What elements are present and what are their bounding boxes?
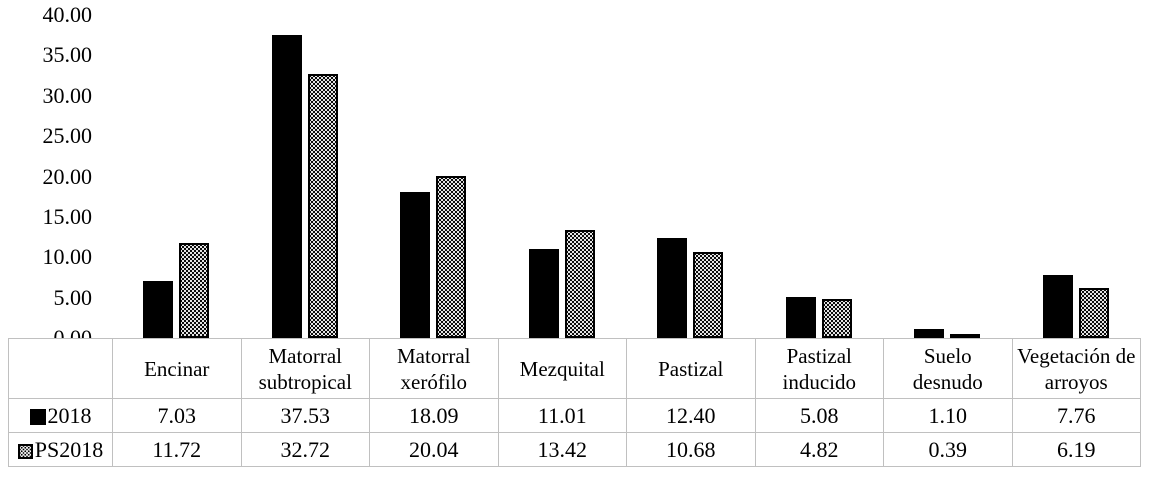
bar-2018-mezquital (529, 249, 559, 338)
bar-2018-pastizal-inducido (786, 297, 816, 338)
pattern-swatch-icon (17, 443, 33, 459)
y-tick-label-35.00: 35.00 (42, 42, 93, 68)
bar-ps2018-matorral-xerofilo (436, 176, 466, 338)
y-tick-label-30.00: 30.00 (42, 82, 93, 108)
y-tick-label-5.00: 5.00 (53, 284, 93, 310)
bar-2018-pastizal (657, 238, 687, 338)
bar-2018-vegetacion-de-arroyos (1043, 275, 1073, 338)
bar-2018-encinar (143, 281, 173, 338)
table-row-2018: 2018 7.03 37.53 18.09 11.01 12.40 5.08 1.10 7.76 (8, 398, 1141, 433)
value-ps2018-matorral-xerofilo: 20.04 (369, 432, 499, 467)
bar-ps2018-vegetacion-de-arroyos (1079, 288, 1109, 338)
value-2018-matorral-xerofilo: 18.09 (369, 398, 499, 433)
bar-2018-suelo-desnudo (914, 329, 944, 338)
value-ps2018-encinar: 11.72 (112, 432, 242, 467)
bar-ps2018-matorral-subtropical (308, 74, 338, 338)
value-2018-matorral-subtropical: 37.53 (240, 398, 370, 433)
series-name-ps2018: PS2018 (34, 436, 104, 462)
category-header-vegetacion-de-arroyos: Vegetación de arroyos (1011, 338, 1141, 399)
value-2018-pastizal: 12.40 (626, 398, 756, 433)
category-header-suelo-desnudo: Suelo desnudo (883, 338, 1013, 399)
table-corner-cell (8, 338, 113, 399)
value-ps2018-vegetacion-de-arroyos: 6.19 (1011, 432, 1141, 467)
category-header-pastizal: Pastizal (626, 338, 756, 399)
value-ps2018-mezquital: 13.42 (497, 432, 627, 467)
bar-ps2018-encinar (179, 243, 209, 338)
category-header-pastizal-inducido: Pastizal inducido (754, 338, 884, 399)
data-table: Encinar Matorral subtropical Matorral xeró… (8, 338, 1141, 467)
category-header-matorral-xerofilo: Matorral xerófilo (369, 338, 499, 399)
category-header-encinar: Encinar (112, 338, 242, 399)
bar-ps2018-suelo-desnudo (950, 334, 980, 338)
value-2018-mezquital: 11.01 (497, 398, 627, 433)
value-ps2018-pastizal-inducido: 4.82 (754, 432, 884, 467)
category-header-matorral-subtropical: Matorral subtropical (240, 338, 370, 399)
y-tick-label-25.00: 25.00 (42, 123, 93, 149)
series-name-2018: 2018 (47, 402, 92, 428)
y-tick-label-10.00: 10.00 (42, 244, 93, 270)
bar-ps2018-pastizal-inducido (822, 299, 852, 338)
bar-ps2018-mezquital (565, 230, 595, 338)
value-2018-pastizal-inducido: 5.08 (754, 398, 884, 433)
category-header-mezquital: Mezquital (497, 338, 627, 399)
value-2018-encinar: 7.03 (112, 398, 242, 433)
bar-2018-matorral-xerofilo (400, 192, 430, 338)
bar-ps2018-pastizal (693, 252, 723, 338)
table-row-ps2018: PS2018 11.72 32.72 20.04 13.42 10.68 4.82 0.39 6… (8, 432, 1141, 467)
solid-swatch-icon (29, 408, 46, 425)
y-tick-label-20.00: 20.00 (42, 163, 93, 189)
value-ps2018-pastizal: 10.68 (626, 432, 756, 467)
y-tick-label-40.00: 40.00 (42, 2, 93, 27)
value-ps2018-matorral-subtropical: 32.72 (240, 432, 370, 467)
legend-cell-ps2018: PS2018 (8, 432, 113, 467)
y-tick-label-15.00: 15.00 (42, 203, 93, 229)
value-2018-vegetacion-de-arroyos: 7.76 (1011, 398, 1141, 433)
value-2018-suelo-desnudo: 1.10 (883, 398, 1013, 433)
bar-2018-matorral-subtropical (272, 35, 302, 338)
value-ps2018-suelo-desnudo: 0.39 (883, 432, 1013, 467)
legend-cell-2018: 2018 (8, 398, 113, 433)
